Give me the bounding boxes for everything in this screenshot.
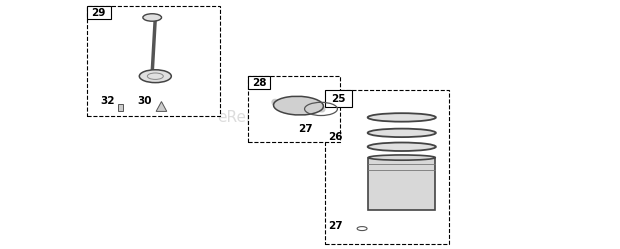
Bar — [325, 90, 352, 107]
Ellipse shape — [368, 155, 435, 160]
Text: 27: 27 — [328, 221, 343, 231]
Bar — [87, 6, 220, 116]
Text: 29: 29 — [92, 8, 106, 18]
Text: 26: 26 — [328, 132, 342, 142]
Ellipse shape — [368, 129, 436, 137]
Circle shape — [140, 70, 171, 83]
Polygon shape — [156, 102, 167, 111]
Text: 32: 32 — [100, 96, 115, 107]
Text: 25: 25 — [331, 94, 346, 104]
Bar — [87, 6, 111, 19]
Ellipse shape — [273, 96, 324, 115]
Bar — [368, 158, 435, 210]
Bar — [248, 76, 270, 89]
Ellipse shape — [368, 142, 436, 151]
Text: 28: 28 — [252, 77, 266, 88]
Bar — [118, 104, 123, 111]
Bar — [325, 90, 449, 244]
Circle shape — [143, 14, 162, 21]
Text: 27: 27 — [298, 124, 313, 134]
Ellipse shape — [368, 113, 436, 122]
Text: 30: 30 — [138, 96, 152, 107]
Bar — [248, 76, 340, 142]
Text: eReplacementParts.com: eReplacementParts.com — [217, 110, 403, 124]
